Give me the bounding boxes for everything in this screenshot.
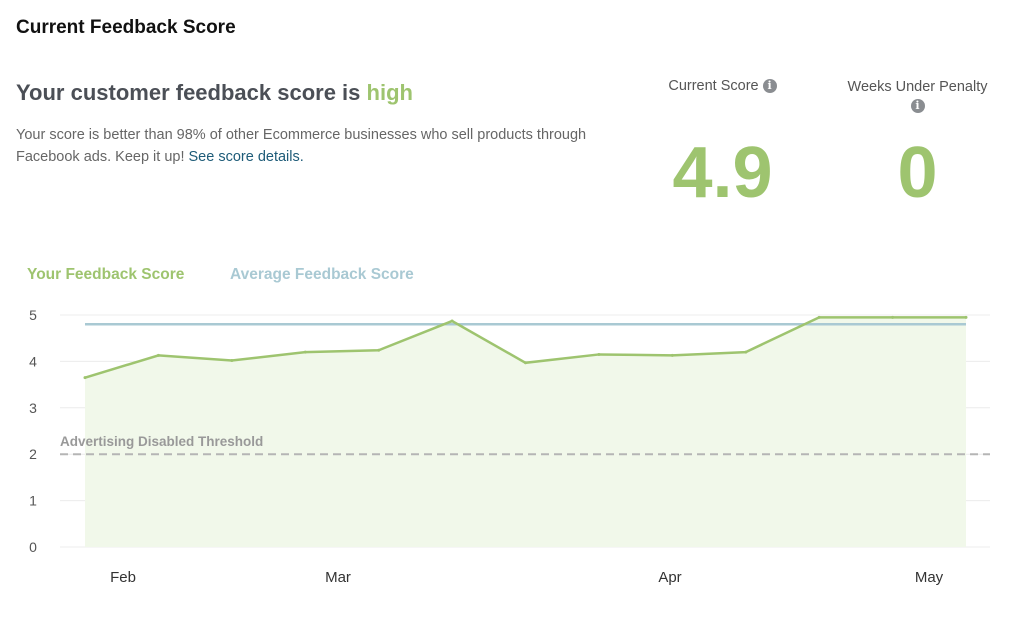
legend-your-score[interactable]: Your Feedback Score [27, 266, 185, 283]
score-point [303, 350, 307, 354]
y-tick-label: 2 [29, 446, 37, 462]
x-tick-label: Feb [110, 569, 136, 586]
score-description: Your score is better than 98% of other E… [16, 127, 587, 165]
score-point [524, 361, 527, 365]
score-point [964, 315, 968, 319]
y-tick-label: 1 [29, 493, 37, 509]
y-tick-label: 0 [29, 539, 37, 555]
score-point [83, 376, 87, 380]
score-point [817, 315, 821, 319]
x-tick-label: May [915, 569, 944, 586]
x-tick-label: Mar [325, 569, 351, 586]
score-point [450, 319, 454, 323]
score-point [597, 352, 601, 356]
score-area-fill [85, 317, 966, 547]
threshold-label: Advertising Disabled Threshold [60, 434, 263, 449]
score-point [744, 350, 748, 354]
score-point [670, 353, 674, 357]
score-point [230, 358, 234, 362]
score-level: high [366, 80, 413, 105]
legend-average-score[interactable]: Average Feedback Score [230, 266, 414, 283]
score-point [156, 353, 160, 357]
info-icon[interactable]: i [762, 79, 777, 93]
see-score-details-link[interactable]: See score details. [188, 149, 304, 165]
x-tick-label: Apr [658, 569, 681, 586]
score-headline: Your customer feedback score is high [16, 80, 413, 105]
weeks-under-penalty-value: 0 [897, 133, 938, 213]
y-tick-label: 3 [29, 400, 37, 416]
y-tick-label: 5 [29, 307, 37, 323]
info-icon[interactable]: i [910, 99, 925, 113]
current-score-label: Current Score i [640, 78, 805, 94]
score-point [377, 348, 381, 352]
page-title: Current Feedback Score [16, 17, 236, 38]
current-score-value: 4.9 [672, 133, 773, 213]
y-tick-label: 4 [29, 353, 37, 369]
score-point [891, 315, 895, 319]
weeks-under-penalty-label: Weeks Under Penalty i [847, 79, 988, 113]
